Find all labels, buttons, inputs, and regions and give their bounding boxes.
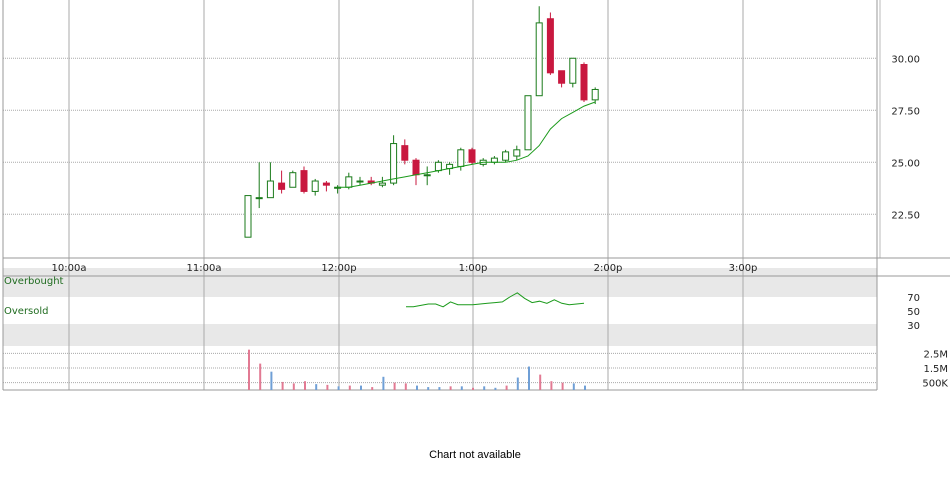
candle	[311, 178, 319, 196]
candle-body-down	[580, 64, 588, 101]
candle	[513, 145, 521, 161]
candle	[490, 156, 498, 165]
candle	[558, 70, 566, 88]
oscillator-line	[406, 292, 585, 308]
candle	[591, 87, 599, 105]
volume-tick-label: 500K	[922, 379, 948, 390]
price-tick-label: 30.00	[891, 54, 920, 65]
oversold-label: Oversold	[4, 306, 49, 317]
candle-body-up	[591, 88, 599, 101]
candle	[502, 149, 510, 163]
candle	[356, 176, 364, 186]
price-tick-label: 27.50	[891, 106, 920, 117]
candle-body-up	[311, 180, 319, 192]
candle-body-up	[378, 182, 386, 186]
candle	[569, 57, 577, 88]
time-tick-label: 2:00p	[594, 263, 623, 274]
candle	[289, 170, 297, 188]
price-tick-label: 22.50	[891, 210, 920, 221]
candle-body-up	[390, 143, 398, 184]
candle-body-down	[322, 182, 330, 186]
candle-body-down	[300, 170, 308, 192]
candle-body-down	[401, 145, 409, 161]
candle	[535, 6, 543, 97]
candle-body-up	[255, 197, 263, 200]
candle-body-up	[457, 149, 465, 167]
moving-average-line	[337, 101, 596, 188]
candle-body-down	[278, 182, 286, 190]
time-tick-label: 11:00a	[187, 263, 222, 274]
candle-body-up	[434, 161, 442, 172]
candle	[468, 147, 476, 165]
candle	[278, 170, 286, 194]
price-tick-label: 25.00	[891, 158, 920, 169]
time-tick-label: 1:00p	[459, 263, 488, 274]
volume-tick-label: 2.5M	[923, 349, 948, 360]
overbought-label: Overbought	[4, 276, 64, 287]
candle	[334, 185, 342, 194]
candle	[300, 166, 308, 194]
candle-body-down	[468, 149, 476, 163]
candle-body-down	[546, 18, 554, 74]
candle	[378, 176, 386, 188]
oversold-band	[3, 324, 877, 346]
time-tick-label: 10:00a	[52, 263, 87, 274]
neutral-band	[3, 297, 877, 324]
candle-body-up	[244, 195, 252, 238]
candle-body-up	[513, 149, 521, 157]
candle-body-up	[490, 157, 498, 163]
candle-body-up	[266, 180, 274, 199]
volume-tick-label: 1.5M	[923, 364, 948, 375]
candle-body-up	[502, 151, 510, 161]
candle	[580, 62, 588, 102]
oscillator-tick-label: 70	[907, 293, 920, 304]
candle	[423, 166, 431, 186]
candle	[322, 181, 330, 192]
candle-body-up	[356, 180, 364, 183]
candle	[266, 162, 274, 199]
candle-body-up	[535, 22, 543, 97]
oscillator-tick-label: 50	[907, 307, 920, 318]
candle-body-down	[558, 70, 566, 84]
overbought-band	[3, 268, 877, 297]
candle-body-up	[524, 95, 532, 151]
candle-body-up	[289, 172, 297, 188]
candle-body-up	[569, 57, 577, 84]
candle	[244, 195, 252, 238]
time-tick-label: 12:00p	[321, 263, 356, 274]
oscillator-tick-label: 30	[907, 321, 920, 332]
candle-body-up	[345, 176, 353, 188]
chart-status-message: Chart not available	[429, 449, 521, 461]
candle	[255, 162, 263, 209]
candle	[390, 135, 398, 186]
candle	[401, 139, 409, 165]
time-tick-label: 3:00p	[729, 263, 758, 274]
candle-body-down	[412, 159, 420, 176]
candle	[412, 158, 420, 186]
candle	[546, 12, 554, 75]
candle	[524, 95, 532, 151]
candle-body-up	[423, 174, 431, 177]
